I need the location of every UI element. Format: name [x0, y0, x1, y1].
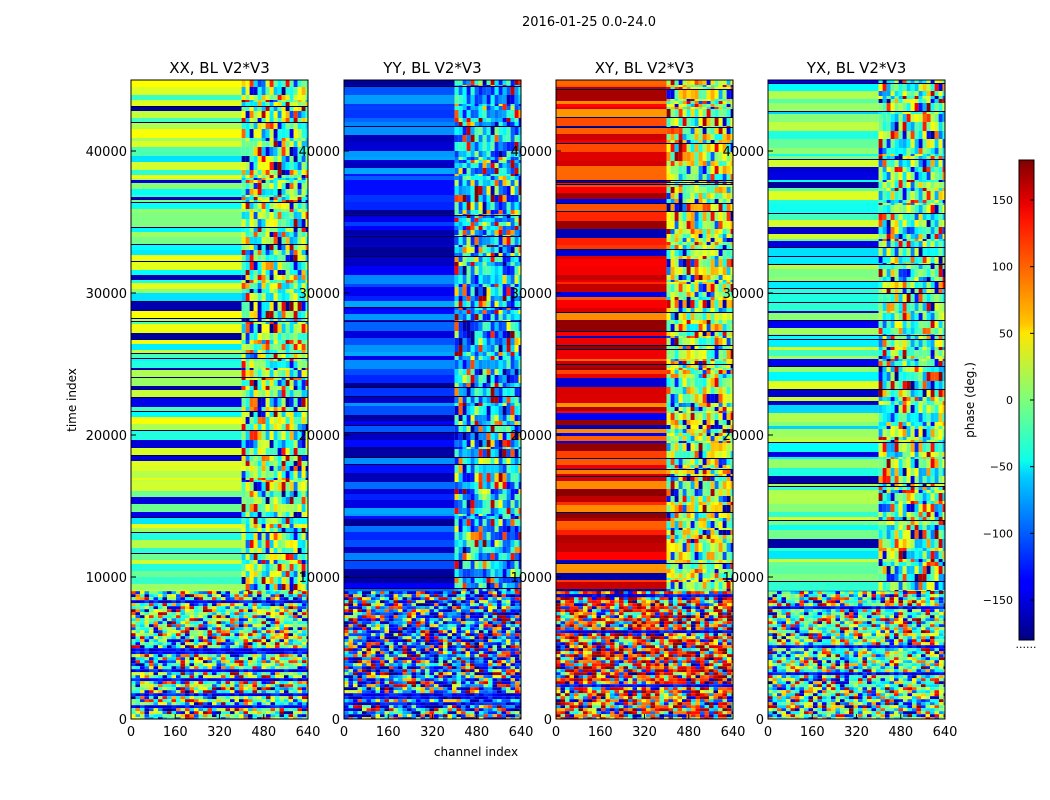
panel-1-y-tick-label: 20000 — [86, 429, 127, 444]
panel-2-x-tick-label: 320 — [420, 725, 445, 740]
panel-1: XX, BL V2*V3 0 160 320 480 640 0 10000 20000 3000… — [86, 59, 321, 740]
panel-2-x-tick-label: 0 — [340, 725, 348, 740]
panel-3-title: XY, BL V2*V3 — [595, 59, 695, 77]
panel-1-y-tick-label: 40000 — [86, 145, 127, 160]
colorbar-ticks: −150 −100 −50 0 50 100 150 — [983, 194, 1034, 607]
colorbar-tick-label: 100 — [992, 261, 1013, 274]
panel-2-y-tick-label: 20000 — [299, 429, 340, 444]
y-axis-label: time index — [65, 368, 79, 432]
panel-4-x-tick-label: 320 — [844, 725, 869, 740]
panels: XX, BL V2*V3 0 160 320 480 640 0 10000 20000 3000… — [86, 59, 958, 740]
panel-3-y-tick-label: 10000 — [511, 571, 552, 586]
colorbar-tick-label: −50 — [990, 461, 1013, 474]
panel-4-y-tick-label: 30000 — [723, 287, 764, 302]
panel-2-image — [344, 80, 521, 719]
panel-4-x-tick-label: 160 — [800, 725, 825, 740]
panel-1-x-tick-label: 0 — [127, 725, 135, 740]
panel-3-y-tick-label: 0 — [544, 713, 552, 728]
panel-3-x-tick-label: 160 — [588, 725, 613, 740]
panel-2-y-tick-label: 30000 — [299, 287, 340, 302]
panel-1-x-tick-label: 160 — [163, 725, 188, 740]
panel-4-title: YX, BL V2*V3 — [806, 59, 907, 77]
panel-3-image — [556, 80, 733, 719]
panel-4-x-tick-label: 480 — [888, 725, 913, 740]
panel-4-x-tick-label: 0 — [764, 725, 772, 740]
panel-4-y-tick-label: 40000 — [723, 145, 764, 160]
panel-2-x-tick-label: 640 — [509, 725, 534, 740]
colorbar: −150 −100 −50 0 50 100 150 phase (deg.) ...... — [963, 159, 1037, 651]
panel-4-x-tick-label: 640 — [933, 725, 958, 740]
panel-4-y-tick-label: 20000 — [723, 429, 764, 444]
panel-2-x-tick-label: 480 — [464, 725, 489, 740]
panel-3-x-tick-label: 0 — [552, 725, 560, 740]
panel-4: YX, BL V2*V3 0 160 320 480 640 0 10000 20000 3000… — [723, 59, 958, 740]
colorbar-label: phase (deg.) — [963, 362, 977, 438]
panel-1-x-tick-label: 640 — [296, 725, 321, 740]
panel-3-y-tick-label: 30000 — [511, 287, 552, 302]
panel-3: XY, BL V2*V3 0 160 320 480 640 0 10000 20000 3000… — [511, 59, 746, 740]
panel-2-x-tick-label: 160 — [376, 725, 401, 740]
panel-4-y-tick-label: 0 — [756, 713, 764, 728]
panel-2-y-tick-label: 40000 — [299, 145, 340, 160]
panel-2-title: YY, BL V2*V3 — [382, 59, 481, 77]
panel-2: YY, BL V2*V3 0 160 320 480 640 0 10000 20000 3000… — [299, 59, 534, 740]
panel-2-y-tick-label: 10000 — [299, 571, 340, 586]
colorbar-tick-label: −100 — [983, 527, 1013, 540]
figure-title: 2016-01-25 0.0-24.0 — [522, 15, 656, 30]
panel-1-title: XX, BL V2*V3 — [169, 59, 270, 77]
panel-1-y-tick-label: 10000 — [86, 571, 127, 586]
panel-4-y-tick-label: 10000 — [723, 571, 764, 586]
panel-1-y-tick-label: 30000 — [86, 287, 127, 302]
panel-2-y-tick-label: 0 — [332, 713, 340, 728]
panel-3-x-tick-label: 320 — [632, 725, 657, 740]
panel-1-y-tick-label: 0 — [119, 713, 127, 728]
panel-1-x-tick-label: 320 — [207, 725, 232, 740]
colorbar-tick-label: 150 — [992, 194, 1013, 207]
colorbar-tick-label: 50 — [999, 327, 1013, 340]
colorbar-tick-label: −150 — [983, 594, 1013, 607]
colorbar-tick-label: 0 — [1006, 394, 1013, 407]
panel-3-y-tick-label: 20000 — [511, 429, 552, 444]
panel-1-image — [131, 80, 308, 719]
x-axis-label: channel index — [434, 745, 518, 759]
panel-3-x-tick-label: 640 — [721, 725, 746, 740]
panel-3-x-tick-label: 480 — [676, 725, 701, 740]
panel-3-y-tick-label: 40000 — [511, 145, 552, 160]
colorbar-below-label: ...... — [1016, 638, 1037, 651]
panel-4-image — [768, 80, 945, 719]
panel-1-x-tick-label: 480 — [251, 725, 276, 740]
